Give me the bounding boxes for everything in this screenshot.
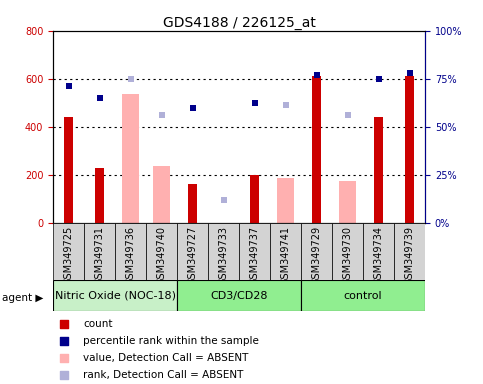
Text: CD3/CD28: CD3/CD28 [210, 291, 268, 301]
Bar [177, 223, 208, 280]
Bar [363, 223, 394, 280]
Point [158, 112, 166, 118]
Text: Nitric Oxide (NOC-18): Nitric Oxide (NOC-18) [55, 291, 176, 301]
Bar [301, 223, 332, 280]
Point [344, 112, 352, 118]
Bar [84, 223, 115, 280]
Point [60, 338, 68, 344]
Text: GSM349737: GSM349737 [250, 225, 259, 285]
Bar [339, 181, 356, 223]
Text: value, Detection Call = ABSENT: value, Detection Call = ABSENT [83, 353, 248, 363]
Point [60, 372, 68, 379]
Text: GSM349734: GSM349734 [373, 225, 384, 285]
Bar [122, 94, 139, 223]
Bar [53, 223, 84, 280]
Bar [312, 76, 321, 223]
Bar [177, 280, 301, 311]
Bar [332, 223, 363, 280]
Text: agent ▶: agent ▶ [2, 293, 44, 303]
Point [313, 72, 320, 78]
Bar [53, 280, 177, 311]
Text: GSM349730: GSM349730 [342, 225, 353, 285]
Bar [208, 223, 239, 280]
Bar [188, 184, 197, 223]
Text: GSM349727: GSM349727 [187, 225, 198, 285]
Bar [153, 166, 170, 223]
Point [60, 320, 68, 326]
Text: GSM349733: GSM349733 [219, 225, 228, 285]
Point [220, 197, 227, 203]
Title: GDS4188 / 226125_at: GDS4188 / 226125_at [163, 16, 315, 30]
Text: GSM349725: GSM349725 [64, 225, 73, 285]
Point [406, 70, 413, 76]
Bar [301, 280, 425, 311]
Text: GSM349736: GSM349736 [126, 225, 136, 285]
Text: GSM349731: GSM349731 [95, 225, 105, 285]
Bar [270, 223, 301, 280]
Point [127, 76, 134, 82]
Bar [95, 167, 104, 223]
Point [251, 100, 258, 106]
Bar [239, 223, 270, 280]
Point [282, 102, 289, 108]
Bar [115, 223, 146, 280]
Text: control: control [344, 291, 383, 301]
Point [96, 95, 103, 101]
Bar [146, 223, 177, 280]
Text: GSM349729: GSM349729 [312, 225, 322, 285]
Bar [250, 175, 259, 223]
Text: rank, Detection Call = ABSENT: rank, Detection Call = ABSENT [83, 370, 243, 381]
Bar [405, 76, 414, 223]
Text: GSM349741: GSM349741 [281, 225, 291, 285]
Text: GSM349740: GSM349740 [156, 225, 167, 285]
Text: count: count [83, 318, 113, 329]
Point [60, 355, 68, 361]
Bar [394, 223, 425, 280]
Point [65, 83, 72, 89]
Text: GSM349739: GSM349739 [405, 225, 414, 285]
Bar [374, 117, 383, 223]
Text: percentile rank within the sample: percentile rank within the sample [83, 336, 259, 346]
Point [375, 76, 383, 82]
Point [189, 104, 197, 111]
Bar [277, 178, 294, 223]
Bar [64, 117, 73, 223]
